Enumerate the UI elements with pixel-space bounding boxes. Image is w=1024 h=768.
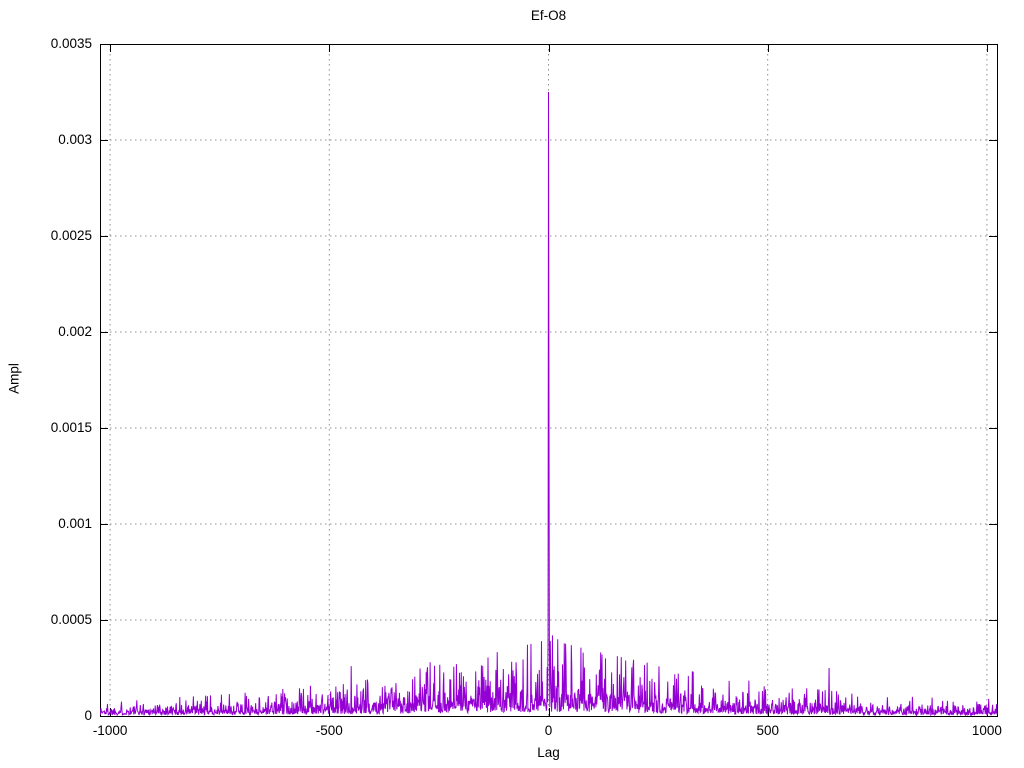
chart-title: Ef-O8 (530, 8, 567, 23)
x-tick-label: 1000 (971, 723, 1002, 738)
x-tick-label: -1000 (92, 723, 128, 738)
y-tick-label: 0.0025 (50, 228, 92, 243)
x-tick-label: 0 (544, 723, 553, 738)
x-tick-label: 500 (756, 723, 779, 738)
y-tick-label: 0.002 (58, 324, 92, 339)
axis-ticks (100, 44, 997, 717)
y-tick-label: 0.0005 (50, 612, 92, 627)
y-tick-label: 0.001 (58, 516, 92, 531)
x-tick-label: -500 (315, 723, 343, 738)
y-tick-label: 0.0015 (50, 420, 92, 435)
y-tick-label: 0.003 (58, 132, 92, 147)
x-axis-title: Lag (537, 745, 560, 760)
y-tick-label: 0 (84, 708, 92, 723)
y-tick-label: 0.0035 (50, 36, 92, 51)
data-line (99, 91, 998, 717)
